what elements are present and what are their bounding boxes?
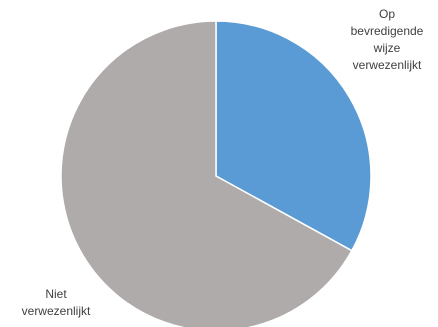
slice-label-0: Op bevredigende wijze verwezenlijkt bbox=[351, 7, 424, 72]
pie-slices bbox=[60, 20, 372, 327]
pie-slice-1 bbox=[60, 20, 353, 327]
slice-label-line: verwezenlijkt bbox=[22, 304, 91, 318]
slice-label-line: bevredigende bbox=[351, 24, 424, 38]
slice-label-line: Niet bbox=[45, 287, 67, 301]
slice-label-line: Op bbox=[379, 7, 395, 21]
slice-label-line: verwezenlijkt bbox=[353, 58, 422, 72]
pie-slice-0 bbox=[215, 20, 372, 252]
slice-label-1: Niet verwezenlijkt bbox=[22, 287, 91, 318]
slice-labels: Op bevredigende wijze verwezenlijkt Niet verw… bbox=[22, 7, 424, 318]
slice-label-line: wijze bbox=[373, 41, 401, 55]
